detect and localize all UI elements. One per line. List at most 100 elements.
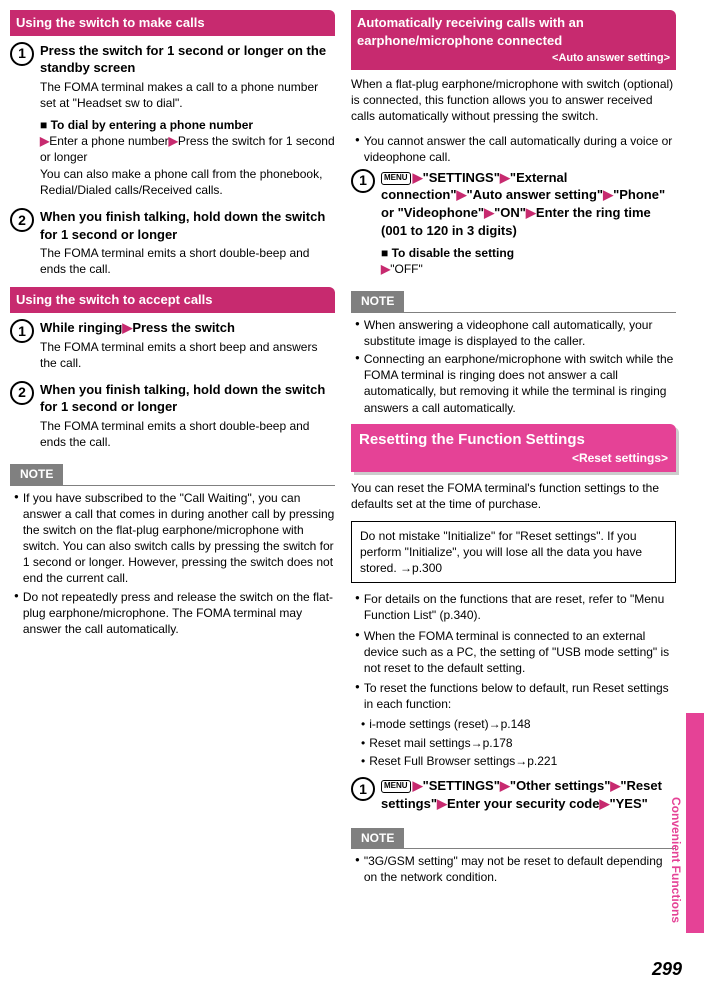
- arrow-icon: ▶: [437, 796, 447, 811]
- text: "3G/GSM setting" may not be reset to def…: [364, 853, 676, 885]
- step-title: MENU▶"SETTINGS"▶"External connection"▶"A…: [381, 169, 676, 239]
- sub-line: You can also make a phone call from the …: [40, 166, 335, 198]
- text: "Other settings": [510, 778, 610, 793]
- text: "OFF": [390, 262, 423, 276]
- sec1-header: Using the switch to make calls: [10, 10, 335, 36]
- arrow-icon: ▶: [381, 262, 390, 276]
- text: Enter your security code: [447, 796, 599, 811]
- note-label: NOTE: [10, 464, 63, 484]
- sec4-header: Resetting the Function Settings <Reset s…: [351, 424, 676, 472]
- step-body: When you finish talking, hold down the s…: [40, 208, 335, 277]
- text: Reset mail settings→p.178: [369, 735, 512, 751]
- side-tab: [686, 713, 704, 933]
- text: "ON": [494, 205, 526, 220]
- sec4-step1: 1 MENU▶"SETTINGS"▶"Other settings"▶"Rese…: [351, 777, 676, 814]
- intro-text: You can reset the FOMA terminal's functi…: [351, 480, 676, 512]
- step-body: While ringing▶Press the switch The FOMA …: [40, 319, 335, 371]
- arrow-icon: ▶: [457, 187, 467, 202]
- right-column: Automatically receiving calls with an ea…: [351, 10, 694, 894]
- menu-icon: MENU: [381, 780, 411, 793]
- bullet: When the FOMA terminal is connected to a…: [355, 628, 676, 677]
- text: While ringing: [40, 320, 122, 335]
- bullet: To reset the functions below to default,…: [355, 680, 676, 712]
- sec1-step2: 2 When you finish talking, hold down the…: [10, 208, 335, 277]
- arrow-icon: ▶: [40, 134, 49, 148]
- warning-box: Do not mistake "Initialize" for "Reset s…: [351, 521, 676, 584]
- page-content: Using the switch to make calls 1 Press t…: [0, 0, 704, 904]
- text: Press the switch: [132, 320, 235, 335]
- sec2-step2: 2 When you finish talking, hold down the…: [10, 381, 335, 450]
- note-item: "3G/GSM setting" may not be reset to def…: [355, 853, 676, 885]
- side-section-label: Convenient Functions: [668, 797, 684, 923]
- text: To reset the functions below to default,…: [364, 680, 676, 712]
- text: When the FOMA terminal is connected to a…: [364, 628, 676, 677]
- sec1-step1: 1 Press the switch for 1 second or longe…: [10, 42, 335, 198]
- arrow-icon: ▶: [413, 170, 423, 185]
- text: Connecting an earphone/microphone with s…: [364, 351, 676, 416]
- step-desc: The FOMA terminal emits a short double-b…: [40, 418, 335, 450]
- sec3-header: Automatically receiving calls with an ea…: [351, 10, 676, 70]
- note-item: When answering a videophone call automat…: [355, 317, 676, 349]
- header-text: Resetting the Function Settings: [359, 431, 585, 448]
- bullet: For details on the functions that are re…: [355, 591, 676, 623]
- arrow-icon: ▶: [122, 320, 132, 335]
- text: "SETTINGS": [423, 778, 500, 793]
- arrow-icon: ▶: [603, 187, 613, 202]
- left-column: Using the switch to make calls 1 Press t…: [10, 10, 335, 894]
- note-label: NOTE: [351, 291, 404, 311]
- note-block: NOTE "3G/GSM setting" may not be reset t…: [351, 824, 676, 894]
- step-number: 1: [10, 42, 34, 66]
- text: i-mode settings (reset)→p.148: [369, 716, 530, 732]
- sub-title: To disable the setting: [381, 245, 676, 261]
- sec2-step1: 1 While ringing▶Press the switch The FOM…: [10, 319, 335, 371]
- text: "SETTINGS": [423, 170, 500, 185]
- step-number: 2: [10, 381, 34, 405]
- page-number: 299: [652, 957, 682, 981]
- step-number: 1: [351, 169, 375, 193]
- arrow-icon: ▶: [484, 205, 494, 220]
- note-label: NOTE: [351, 828, 404, 848]
- arrow-icon: ▶: [610, 778, 620, 793]
- text: When answering a videophone call automat…: [364, 317, 676, 349]
- sub-line: ▶"OFF": [381, 261, 676, 277]
- header-text: Automatically receiving calls with an ea…: [357, 15, 584, 48]
- step-number: 2: [10, 208, 34, 232]
- arrow-icon: ▶: [500, 170, 510, 185]
- step-title: MENU▶"SETTINGS"▶"Other settings"▶"Reset …: [381, 777, 676, 812]
- sub-bullet: Reset Full Browser settings→p.221: [361, 753, 676, 769]
- header-tag: <Reset settings>: [572, 450, 668, 466]
- intro-text: When a flat-plug earphone/microphone wit…: [351, 76, 676, 125]
- step-title: While ringing▶Press the switch: [40, 319, 335, 337]
- text: "Auto answer setting": [467, 187, 604, 202]
- step-title: When you finish talking, hold down the s…: [40, 208, 335, 243]
- step-desc: The FOMA terminal emits a short double-b…: [40, 245, 335, 277]
- note-item: If you have subscribed to the "Call Wait…: [14, 490, 335, 587]
- menu-icon: MENU: [381, 172, 411, 185]
- arrow-icon: ▶: [599, 796, 609, 811]
- text: Do not repeatedly press and release the …: [23, 589, 335, 638]
- note-item: Do not repeatedly press and release the …: [14, 589, 335, 638]
- text: If you have subscribed to the "Call Wait…: [23, 490, 335, 587]
- text: Enter a phone number: [49, 134, 168, 148]
- sec2-header: Using the switch to accept calls: [10, 287, 335, 313]
- note-block: NOTE When answering a videophone call au…: [351, 287, 676, 423]
- step-title: Press the switch for 1 second or longer …: [40, 42, 335, 77]
- step-body: MENU▶"SETTINGS"▶"External connection"▶"A…: [381, 169, 676, 278]
- step-body: When you finish talking, hold down the s…: [40, 381, 335, 450]
- step-number: 1: [10, 319, 34, 343]
- step-desc: The FOMA terminal emits a short beep and…: [40, 339, 335, 371]
- sub-block: To disable the setting ▶"OFF": [381, 245, 676, 277]
- sub-bullet: i-mode settings (reset)→p.148: [361, 716, 676, 732]
- note-list: If you have subscribed to the "Call Wait…: [10, 485, 335, 638]
- arrow-icon: ▶: [169, 134, 178, 148]
- arrow-icon: ▶: [500, 778, 510, 793]
- sub-line: ▶Enter a phone number▶Press the switch f…: [40, 133, 335, 165]
- sub-title: To dial by entering a phone number: [40, 117, 335, 133]
- step-number: 1: [351, 777, 375, 801]
- bullet: You cannot answer the call automatically…: [355, 133, 676, 165]
- text: Reset Full Browser settings→p.221: [369, 753, 557, 769]
- arrow-icon: ▶: [526, 205, 536, 220]
- sec3-step1: 1 MENU▶"SETTINGS"▶"External connection"▶…: [351, 169, 676, 278]
- note-list: When answering a videophone call automat…: [351, 312, 676, 416]
- text: For details on the functions that are re…: [364, 591, 676, 623]
